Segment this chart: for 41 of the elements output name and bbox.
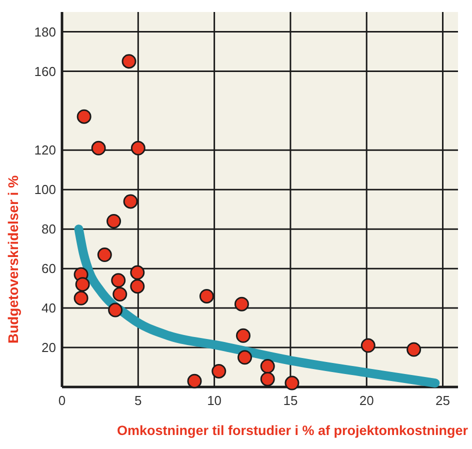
point [76, 109, 92, 124]
point [284, 376, 300, 390]
y-tick-label: 40 [42, 300, 56, 316]
point [112, 286, 128, 302]
point [108, 302, 123, 318]
x-tick-label: 15 [283, 393, 298, 408]
point [360, 338, 376, 353]
point [199, 288, 214, 304]
point [75, 277, 90, 292]
y-tick-label: 100 [34, 182, 56, 198]
point [130, 279, 145, 294]
point [74, 290, 88, 306]
point [91, 140, 106, 156]
point [123, 194, 138, 209]
y-tick-label: 60 [42, 261, 56, 276]
y-axis-title: Budgetoverskridelser i % [5, 174, 21, 344]
point [212, 364, 226, 378]
point [111, 273, 126, 288]
point [130, 140, 146, 156]
y-tick-label: 20 [42, 340, 56, 356]
x-axis-title: Omkostninger til forstudier i % af projektomkostninger [116, 423, 469, 438]
point [97, 248, 112, 262]
x-tick-label: 25 [436, 393, 450, 408]
point [406, 342, 422, 357]
point [260, 359, 275, 374]
point [122, 54, 136, 69]
point [234, 296, 249, 312]
x-tick-label: 20 [359, 393, 374, 408]
y-tick-label: 180 [34, 24, 56, 40]
x-tick-label: 10 [207, 393, 222, 408]
x-tick-label: 0 [58, 393, 66, 408]
point [106, 214, 122, 228]
point [238, 350, 252, 365]
y-tick-label: 80 [42, 222, 56, 237]
point [130, 265, 145, 280]
y-tick-label: 120 [34, 142, 56, 158]
y-tick-label: 160 [34, 64, 56, 79]
x-tick-label: 5 [134, 393, 142, 408]
point [187, 374, 202, 388]
point [236, 328, 250, 343]
point [260, 372, 275, 386]
